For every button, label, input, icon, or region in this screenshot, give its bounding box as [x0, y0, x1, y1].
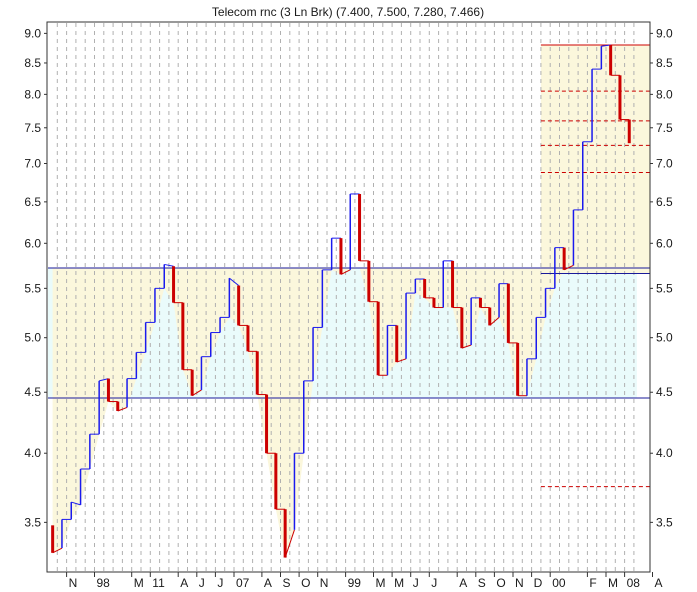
- brick-connector: [99, 378, 109, 382]
- x-tick-label: A: [264, 576, 272, 590]
- brick-connector: [461, 344, 472, 349]
- y-tick-label: 8.0: [656, 87, 673, 101]
- y-tick-label: 3.5: [656, 515, 673, 529]
- brick-connector: [340, 269, 351, 275]
- x-tick-label: J: [217, 576, 223, 590]
- y-tick-label: 9.0: [656, 26, 673, 40]
- y-tick-label: 8.0: [24, 87, 41, 101]
- x-tick-label: 11: [152, 576, 165, 590]
- x-axis: N 98 M 11 A J J 07 A S O N 99 M M J J A S O N D 00 F M 08 A: [66, 572, 663, 590]
- dip-area-fill: [52, 268, 630, 558]
- chart-title: Telecom rnc (3 Ln Brk) (7.400, 7.500, 7.…: [212, 5, 484, 19]
- y-tick-label: 6.0: [24, 236, 41, 250]
- y-tick-label: 4.0: [656, 446, 673, 460]
- brick-connector: [164, 263, 174, 267]
- brick-connector: [229, 277, 239, 286]
- x-tick-label: M: [376, 576, 386, 590]
- vertical-gridlines: [56, 23, 635, 571]
- brick-connector: [52, 547, 63, 554]
- x-tick-label: A: [459, 576, 467, 590]
- y-tick-label: 5.5: [24, 281, 41, 295]
- x-tick-label: 07: [236, 576, 250, 590]
- brick-connector: [284, 529, 295, 558]
- x-tick-label: J: [431, 576, 437, 590]
- y-tick-label: 4.5: [656, 385, 673, 399]
- y-tick-label: 7.0: [656, 156, 673, 170]
- x-tick-label: A: [655, 576, 663, 590]
- y-tick-label: 7.5: [656, 121, 673, 135]
- x-tick-label: 99: [348, 576, 362, 590]
- brick-connector: [489, 317, 500, 326]
- y-axis-right: 3.5 4.0 4.5 5.0 5.5 6.0 6.5 7.0 7.5 8.0 8.5 9.0: [650, 26, 673, 529]
- brick-connector: [117, 406, 128, 412]
- brick-connector: [601, 44, 611, 47]
- brick-connector: [396, 358, 407, 363]
- x-tick-label: N: [320, 576, 329, 590]
- x-tick-label: 08: [627, 576, 641, 590]
- x-tick-label: M: [134, 576, 144, 590]
- y-tick-label: 6.5: [24, 195, 41, 209]
- y-axis-left: 3.5 4.0 4.5 5.0 5.5 6.0 6.5 7.0 7.5 8.0 8.5 9.0: [24, 26, 47, 529]
- reference-lines: [48, 44, 650, 488]
- y-tick-label: 5.5: [656, 281, 673, 295]
- y-tick-label: 7.0: [24, 156, 41, 170]
- y-tick-label: 9.0: [24, 26, 41, 40]
- y-tick-label: 5.0: [656, 331, 673, 345]
- y-tick-label: 8.5: [24, 56, 41, 70]
- y-tick-label: 4.0: [24, 446, 41, 460]
- x-tick-label: M: [608, 576, 618, 590]
- brick-connector: [563, 264, 574, 271]
- plot-frame: [46, 21, 651, 573]
- brick-connector: [191, 389, 202, 397]
- x-tick-label: O: [496, 576, 505, 590]
- y-tick-label: 3.5: [24, 515, 41, 529]
- brick-connector: [71, 501, 81, 506]
- x-tick-label: D: [534, 576, 543, 590]
- y-tick-label: 7.5: [24, 121, 41, 135]
- x-tick-label: J: [413, 576, 419, 590]
- x-tick-label: J: [199, 576, 205, 590]
- x-tick-label: F: [589, 576, 596, 590]
- y-tick-label: 8.5: [656, 56, 673, 70]
- background-fills: [48, 45, 650, 558]
- x-tick-label: 00: [552, 576, 566, 590]
- y-tick-label: 6.0: [656, 236, 673, 250]
- x-tick-label: O: [301, 576, 310, 590]
- y-tick-label: 5.0: [24, 331, 41, 345]
- x-tick-label: 98: [97, 576, 111, 590]
- y-tick-label: 4.5: [24, 385, 41, 399]
- x-tick-label: N: [515, 576, 524, 590]
- x-tick-label: N: [69, 576, 78, 590]
- y-tick-label: 6.5: [656, 195, 673, 209]
- x-tick-label: S: [283, 576, 291, 590]
- x-tick-label: A: [180, 576, 188, 590]
- brick-series: [51, 44, 631, 558]
- x-tick-label: M: [394, 576, 404, 590]
- x-tick-label: S: [478, 576, 486, 590]
